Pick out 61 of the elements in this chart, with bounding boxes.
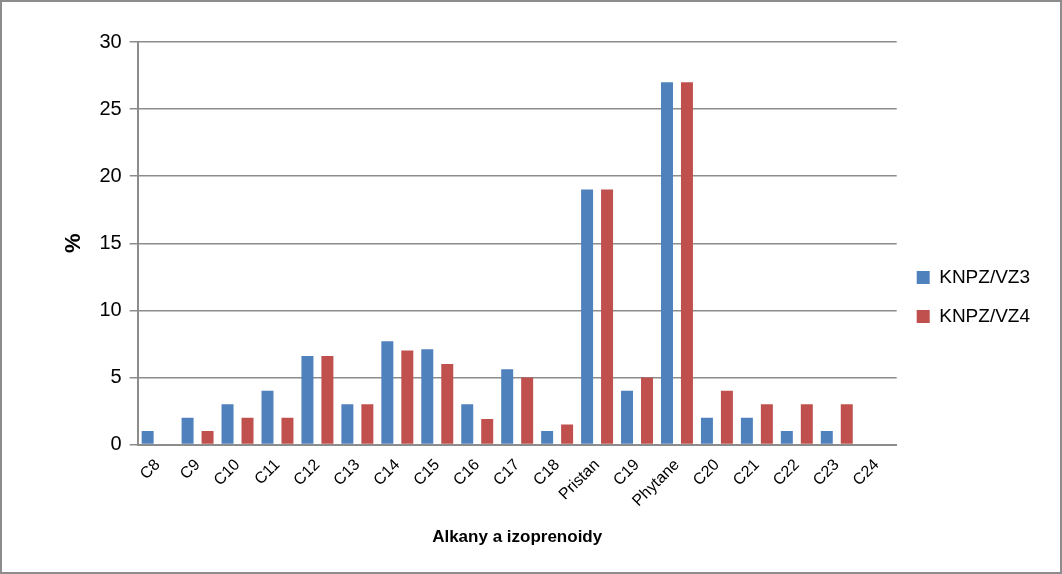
bar [621,390,634,444]
bar [601,189,614,444]
y-tick-label: 20 [99,163,122,186]
x-tick-label: C11 [250,455,283,488]
y-tick-label: 15 [99,230,122,253]
x-tick-label: C23 [809,455,843,489]
x-tick-label: C13 [329,455,363,489]
y-tick-label: 5 [110,364,122,387]
bar [461,404,474,444]
x-tick-label: C14 [369,455,403,489]
x-tick-label: C16 [449,455,483,489]
bar [481,419,494,444]
y-tick-label: 0 [110,432,122,455]
bar [661,82,673,444]
x-tick-label: C22 [769,455,803,489]
bar [760,404,773,444]
y-tick-label: 10 [99,297,122,320]
legend-label: KNPZ/VZ3 [939,265,1031,287]
bar [641,377,654,444]
x-tick-label: C9 [176,455,203,482]
bar [141,431,154,444]
bar [581,189,594,444]
bar [241,417,254,444]
bar [561,424,574,444]
x-tick-label: C24 [849,455,883,489]
bar [321,355,334,444]
bar [800,404,813,444]
bar [361,404,374,444]
bar [521,377,534,444]
bar [381,341,394,444]
x-tick-label: C17 [489,455,523,489]
legend-label: KNPZ/VZ4 [939,304,1031,326]
x-tick-label: C20 [689,455,723,489]
bar [421,349,434,444]
x-tick-label: C15 [409,455,443,489]
x-tick-label: C10 [209,455,243,489]
bar [820,431,833,444]
x-axis-title: Alkany a izoprenoidy [432,527,603,547]
bar [261,390,274,444]
bar [680,82,693,444]
bar [281,417,294,444]
x-tick-label: C8 [136,455,163,482]
y-axis-title: % [60,233,86,254]
bar [780,431,793,444]
x-tick-label: C12 [289,455,323,489]
bar [501,369,514,444]
bar [441,364,454,444]
bar [840,404,853,444]
y-tick-label: 30 [99,29,122,52]
y-tick-label: 25 [99,96,122,119]
bar [201,431,214,444]
bar [301,355,314,444]
bar [221,404,234,444]
bar [740,417,753,444]
bar [181,417,194,444]
bar [720,390,733,444]
bar [341,404,354,444]
bar [541,431,554,444]
bar [700,417,713,444]
x-tick-label: C21 [729,455,763,489]
bar [401,350,414,444]
